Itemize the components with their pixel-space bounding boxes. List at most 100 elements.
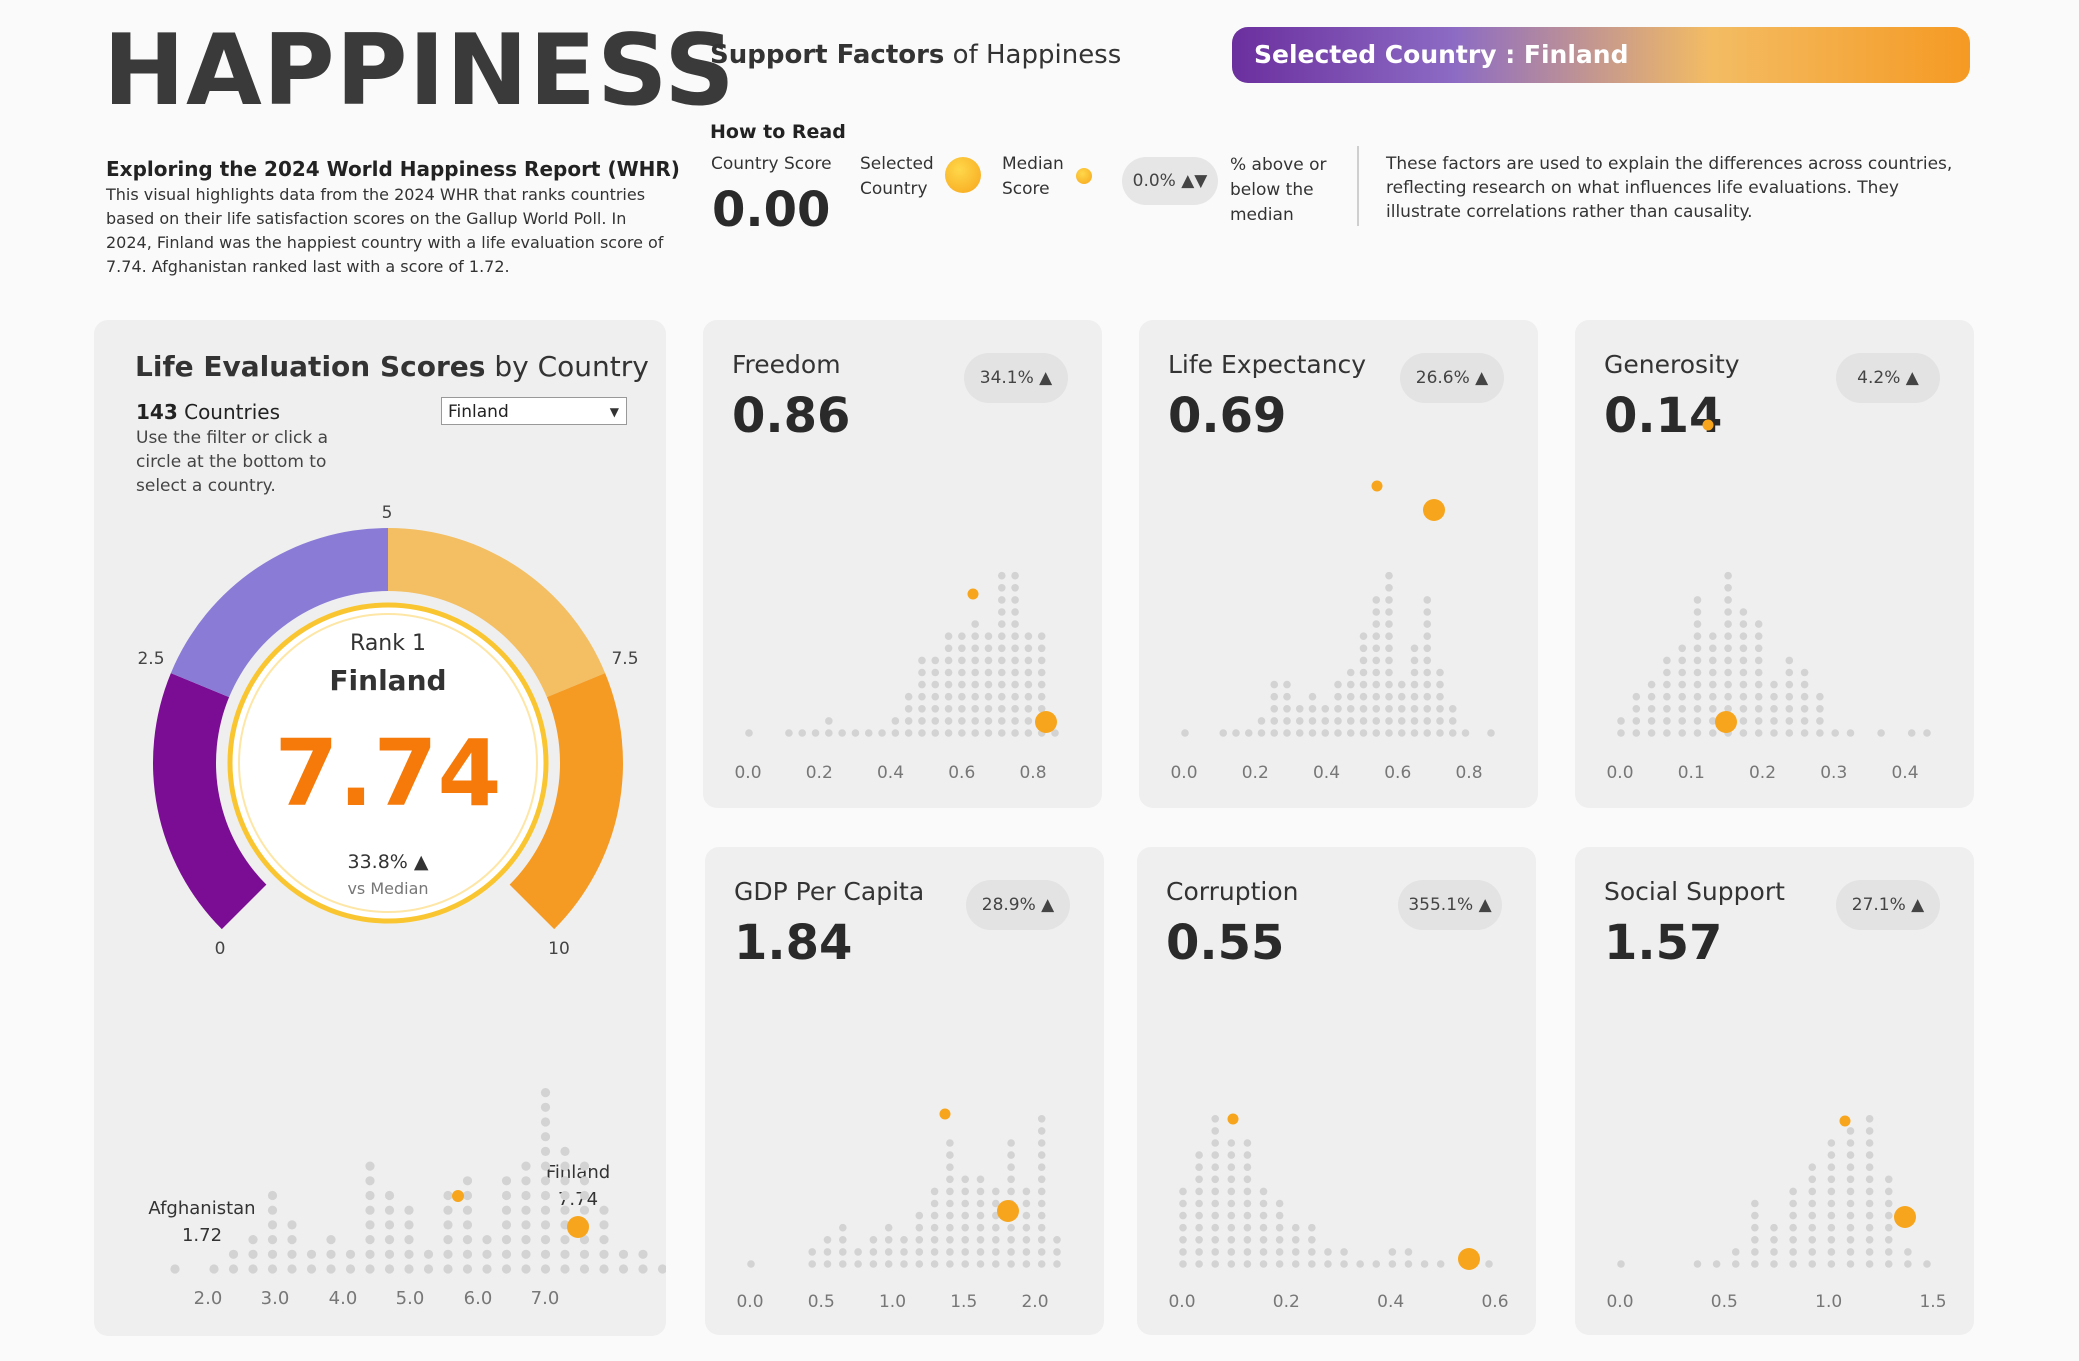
dot[interactable] (1037, 668, 1046, 677)
dot[interactable] (1295, 705, 1304, 713)
dot[interactable] (808, 1260, 816, 1268)
dot[interactable] (997, 729, 1006, 737)
dot[interactable] (1712, 1260, 1721, 1268)
dot[interactable] (1800, 705, 1809, 713)
dot[interactable] (864, 729, 873, 737)
dot[interactable] (326, 1249, 336, 1259)
dot[interactable] (1372, 668, 1381, 677)
dot[interactable] (958, 656, 966, 665)
dot[interactable] (1243, 1199, 1252, 1208)
dot[interactable] (384, 1190, 395, 1201)
dot[interactable] (1011, 632, 1019, 640)
dot[interactable] (482, 1249, 492, 1259)
dot[interactable] (501, 1235, 512, 1245)
dot[interactable] (891, 729, 900, 737)
dot[interactable] (1011, 680, 1019, 689)
dot[interactable] (1011, 596, 1019, 604)
dot[interactable] (521, 1235, 531, 1245)
dot[interactable] (1372, 632, 1381, 640)
dot[interactable] (961, 1199, 969, 1208)
dot[interactable] (1846, 1211, 1855, 1220)
dot[interactable] (1179, 1248, 1187, 1256)
dot[interactable] (1754, 717, 1763, 725)
dot[interactable] (540, 1249, 551, 1259)
dot[interactable] (1724, 620, 1732, 628)
dot[interactable] (1275, 1211, 1284, 1220)
dot[interactable] (1827, 1163, 1836, 1171)
dot[interactable] (521, 1190, 531, 1201)
dot[interactable] (1346, 729, 1355, 737)
dot[interactable] (1751, 1211, 1759, 1220)
dot[interactable] (1808, 1199, 1817, 1208)
dot[interactable] (1195, 1248, 1203, 1256)
dot[interactable] (1275, 1260, 1284, 1268)
dot[interactable] (1270, 717, 1279, 725)
dot[interactable] (1227, 1187, 1236, 1196)
dot[interactable] (540, 1190, 551, 1201)
dot[interactable] (1770, 1248, 1778, 1256)
dot[interactable] (1754, 644, 1763, 653)
factor-dot-strip[interactable]: 0.0 0.2 0.4 0.6 0.8 (703, 320, 1102, 808)
dot[interactable] (1257, 729, 1266, 737)
dot[interactable] (1037, 1236, 1046, 1244)
dot[interactable] (1846, 1187, 1855, 1196)
dot[interactable] (1359, 680, 1368, 689)
dot[interactable] (1308, 1236, 1316, 1244)
dot[interactable] (1884, 1248, 1893, 1256)
dot[interactable] (1827, 1187, 1836, 1196)
dot[interactable] (1227, 1199, 1236, 1208)
dot[interactable] (1227, 1175, 1236, 1184)
dot[interactable] (1340, 1260, 1348, 1268)
dot[interactable] (1770, 692, 1778, 701)
dot[interactable] (1693, 608, 1702, 616)
dot[interactable] (946, 1248, 954, 1256)
dot[interactable] (1179, 1199, 1187, 1208)
dot[interactable] (1037, 644, 1046, 653)
dot[interactable] (997, 668, 1006, 677)
dot[interactable] (1243, 1151, 1252, 1159)
dot[interactable] (1211, 1248, 1220, 1256)
dot[interactable] (1385, 717, 1393, 725)
dot[interactable] (944, 680, 953, 689)
dot[interactable] (462, 1176, 473, 1186)
life-evaluation-dot-strip[interactable]: Afghanistan 1.72 Finland 7.74 2.0 3.0 4.0 5… (94, 930, 666, 1330)
dot[interactable] (984, 644, 993, 653)
dot[interactable] (997, 632, 1006, 640)
dot[interactable] (944, 729, 953, 737)
dot[interactable] (931, 705, 940, 713)
dot[interactable] (1211, 1175, 1220, 1184)
dot[interactable] (1423, 644, 1432, 653)
dot[interactable] (1007, 1163, 1015, 1171)
dot[interactable] (976, 1175, 985, 1184)
dot[interactable] (1388, 1260, 1397, 1268)
dot[interactable] (1846, 1163, 1855, 1171)
dot[interactable] (1388, 1248, 1397, 1256)
dot[interactable] (404, 1205, 414, 1215)
dot[interactable] (1754, 656, 1763, 665)
dot[interactable] (1827, 1199, 1836, 1208)
dot[interactable] (1037, 656, 1046, 665)
dot[interactable] (1243, 1248, 1252, 1256)
dot[interactable] (1678, 680, 1686, 689)
dot[interactable] (1846, 729, 1855, 737)
dot[interactable] (287, 1249, 297, 1259)
dot[interactable] (1385, 644, 1393, 653)
dot[interactable] (1739, 632, 1748, 640)
dot[interactable] (560, 1249, 570, 1259)
dot[interactable] (1709, 705, 1717, 713)
dot[interactable] (811, 729, 820, 737)
dot[interactable] (930, 1260, 939, 1268)
dot[interactable] (1037, 632, 1046, 640)
dot[interactable] (785, 729, 793, 737)
dot[interactable] (1037, 1127, 1046, 1135)
dot[interactable] (384, 1220, 395, 1230)
dot[interactable] (1846, 1223, 1855, 1232)
dot[interactable] (1678, 644, 1686, 653)
dot[interactable] (462, 1190, 473, 1201)
dot[interactable] (560, 1146, 570, 1156)
dot[interactable] (1754, 692, 1763, 701)
dot[interactable] (1195, 1163, 1203, 1171)
dot[interactable] (1022, 1248, 1031, 1256)
dot[interactable] (1397, 729, 1406, 737)
dot[interactable] (1754, 705, 1763, 713)
